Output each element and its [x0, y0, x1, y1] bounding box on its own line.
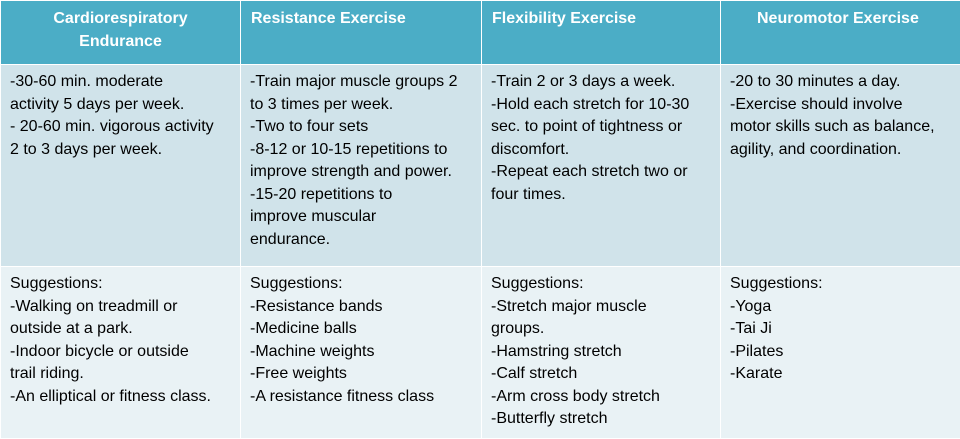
cell-text-line: -Walking on treadmill or: [10, 297, 178, 315]
cell-text-line: discomfort.: [491, 140, 570, 158]
suggestions-cell: Suggestions: -Resistance bands -Medicine b…: [240, 266, 482, 439]
cell-text-line: Suggestions:: [491, 275, 584, 292]
cell-text-line: -8-12 or 10-15 repetitions to: [250, 140, 448, 158]
cell-text-line: -Medicine balls: [250, 320, 357, 337]
cell-text-line: -Train major muscle groups 2: [250, 73, 458, 90]
header-row: Cardiorespiratory Endurance Resistance E…: [0, 0, 960, 65]
cell-text-line: groups.: [491, 320, 545, 337]
suggestions-row: Suggestions: -Walking on treadmill or outs…: [0, 266, 960, 439]
cell-text-line: - 20-60 min. vigorous activity: [10, 118, 214, 135]
cell-text-line: sec. to point of tightness or: [491, 118, 683, 135]
suggestions-cell: Suggestions: -Yoga -Tai Ji -Pilates -Karate: [720, 266, 960, 439]
cell-text-line: -Stretch major muscle: [491, 297, 647, 315]
header-neuromotor: Neuromotor Exercise: [720, 0, 960, 65]
cell-text-line: -Hamstring stretch: [491, 342, 622, 360]
suggestions-cell: Suggestions: -Stretch major muscle groups.…: [481, 266, 721, 439]
guidelines-cell: -Train major muscle groups 2 to 3 times p…: [240, 64, 482, 267]
cell-text-line: -Machine weights: [250, 342, 375, 360]
cell-text-line: endurance.: [250, 230, 331, 248]
suggestions-cell: Suggestions: -Walking on treadmill or outs…: [0, 266, 241, 439]
cell-text-line: Suggestions:: [250, 275, 343, 292]
cell-text-line: -A resistance fitness class: [250, 387, 435, 405]
cell-text-line: outside at a park.: [10, 320, 133, 337]
cell-text-line: improve muscular: [250, 208, 377, 225]
cell-text-line: trail riding.: [10, 365, 84, 382]
cell-text-line: to 3 times per week.: [250, 95, 394, 113]
cell-text-line: -Exercise should involve: [730, 95, 903, 113]
header-flexibility: Flexibility Exercise: [481, 0, 721, 65]
cell-text-line: -Butterfly stretch: [491, 410, 608, 427]
guidelines-cell: -30-60 min. moderate activity 5 days per …: [0, 64, 241, 267]
cell-text-line: motor skills such as balance,: [730, 118, 935, 135]
cell-text-line: four times.: [491, 185, 566, 203]
cell-text-line: 2 to 3 days per week.: [10, 140, 163, 158]
cell-text-line: Suggestions:: [10, 275, 103, 292]
header-cardiorespiratory: Cardiorespiratory Endurance: [0, 0, 241, 65]
cell-text-line: -15-20 repetitions to: [250, 185, 393, 203]
cell-text-line: agility, and coordination.: [730, 140, 902, 158]
cell-text-line: -Tai Ji: [730, 320, 772, 337]
guidelines-cell: -Train 2 or 3 days a week. -Hold each str…: [481, 64, 721, 267]
cell-text-line: -Karate: [730, 365, 783, 382]
cell-text-line: -Train 2 or 3 days a week.: [491, 73, 676, 90]
cell-text-line: Suggestions:: [730, 275, 823, 292]
cell-text-line: -Resistance bands: [250, 297, 383, 315]
cell-text-line: -Pilates: [730, 342, 784, 360]
cell-text-line: -Indoor bicycle or outside: [10, 342, 189, 360]
guidelines-cell: -20 to 30 minutes a day. -Exercise should…: [720, 64, 960, 267]
cell-text-line: -Repeat each stretch two or: [491, 163, 688, 180]
cell-text-line: improve strength and power.: [250, 163, 452, 180]
cell-text-line: -Hold each stretch for 10-30: [491, 95, 690, 113]
cell-text-line: -20 to 30 minutes a day.: [730, 73, 901, 90]
cell-text-line: -Free weights: [250, 365, 347, 382]
guidelines-row: -30-60 min. moderate activity 5 days per …: [0, 64, 960, 267]
cell-text-line: -30-60 min. moderate: [10, 73, 163, 90]
cell-text-line: -Yoga: [730, 297, 772, 315]
cell-text-line: -An elliptical or fitness class.: [10, 387, 211, 405]
header-resistance: Resistance Exercise: [240, 0, 482, 65]
cell-text-line: -Two to four sets: [250, 118, 369, 135]
cell-text-line: -Arm cross body stretch: [491, 387, 660, 405]
cell-text-line: activity 5 days per week.: [10, 95, 185, 113]
cell-text-line: -Calf stretch: [491, 365, 578, 382]
